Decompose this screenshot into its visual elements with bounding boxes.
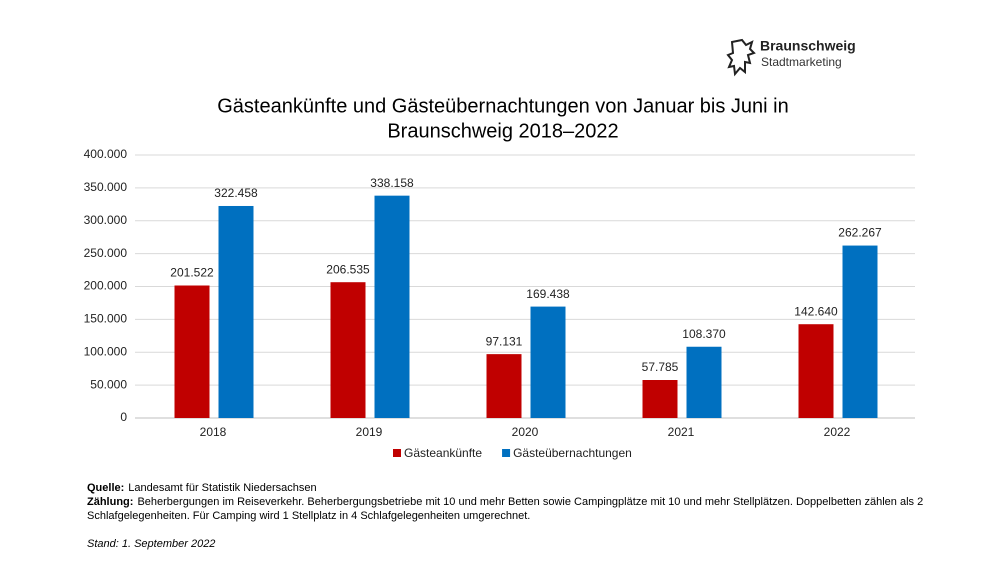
- legend-swatch: [502, 449, 511, 457]
- value-label: 338.158: [370, 176, 414, 190]
- logo: Braunschweig Stadtmarketing: [726, 38, 856, 77]
- logo-lion: [726, 38, 756, 77]
- bar: [842, 245, 878, 418]
- y-tick-label: 250.000: [84, 246, 128, 260]
- bar: [686, 346, 722, 418]
- chart-title: Gästeankünfte und Gästeübernachtungen vo…: [217, 95, 789, 117]
- y-tick-label: 200.000: [84, 279, 128, 293]
- bar: [218, 205, 254, 418]
- bar: [642, 380, 678, 418]
- logo-name: Braunschweig: [760, 38, 856, 54]
- bar: [374, 195, 410, 418]
- note-label: Zählung:: [87, 496, 134, 508]
- value-label: 262.267: [838, 226, 882, 240]
- bar: [530, 306, 566, 418]
- x-tick-label: 2019: [356, 425, 383, 439]
- x-tick-label: 2020: [512, 425, 539, 439]
- value-label: 57.785: [642, 360, 679, 374]
- bar: [798, 324, 834, 418]
- footer-note: Zählung: Beherbergungen im Reiseverkehr. …: [87, 495, 957, 523]
- footer: Quelle: Landesamt für Statistik Niedersac…: [87, 481, 957, 523]
- value-label: 206.535: [326, 262, 370, 276]
- legend-label: Gästeübernachtungen: [513, 446, 632, 460]
- bar: [330, 282, 366, 418]
- y-tick-label: 50.000: [90, 377, 127, 391]
- y-tick-label: 400.000: [84, 147, 128, 161]
- x-tick-label: 2021: [668, 425, 695, 439]
- note-text: Beherbergungen im Reiseverkehr. Beherber…: [87, 496, 924, 522]
- value-label: 142.640: [794, 304, 838, 318]
- value-label: 97.131: [486, 334, 523, 348]
- note-text: Landesamt für Statistik Niedersachsen: [128, 482, 317, 494]
- y-tick-label: 150.000: [84, 312, 128, 326]
- bar: [174, 285, 210, 418]
- x-tick-label: 2018: [200, 425, 227, 439]
- value-label: 322.458: [214, 186, 258, 200]
- bar: [486, 354, 522, 418]
- stand: Stand: 1. September 2022: [87, 538, 216, 550]
- value-label: 169.438: [526, 287, 570, 301]
- y-tick-label: 350.000: [84, 180, 128, 194]
- value-label: 108.370: [682, 327, 726, 341]
- x-tick-label: 2022: [824, 425, 851, 439]
- note-label: Quelle:: [87, 482, 125, 494]
- y-tick-label: 100.000: [84, 344, 128, 358]
- logo-subtitle: Stadtmarketing: [761, 55, 842, 69]
- legend-swatch: [393, 449, 401, 457]
- footer-note: Quelle: Landesamt für Statistik Niedersac…: [87, 481, 957, 495]
- value-label: 201.522: [170, 266, 214, 280]
- y-tick-label: 0: [120, 410, 127, 424]
- chart-title: Braunschweig 2018–2022: [387, 120, 618, 142]
- legend-label: Gästeankünfte: [404, 446, 482, 460]
- y-tick-label: 300.000: [84, 213, 128, 227]
